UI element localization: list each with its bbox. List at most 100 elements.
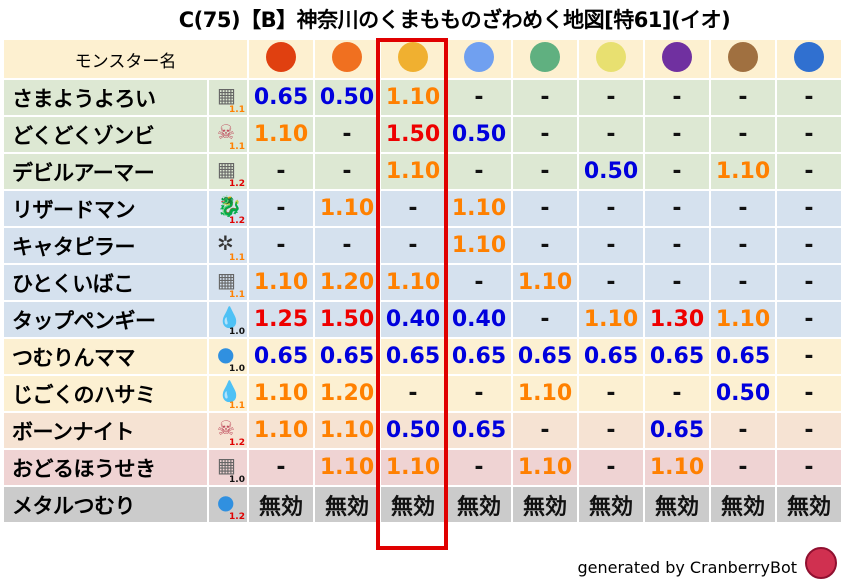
resistance-value: 0.50 <box>577 152 645 191</box>
resistance-value: - <box>709 448 777 487</box>
resistance-value: 無効 <box>247 485 315 524</box>
resistance-value: - <box>577 115 645 154</box>
resistance-value: - <box>643 152 711 191</box>
resistance-value: 1.10 <box>709 300 777 339</box>
element-header <box>247 38 315 80</box>
resistance-value: - <box>247 152 315 191</box>
monster-name: さまようよろい <box>2 78 209 117</box>
resistance-value: - <box>709 115 777 154</box>
resistance-value: - <box>247 448 315 487</box>
resistance-value: 1.10 <box>379 263 447 302</box>
table-row: リザードマン 🐉 1.2-1.10-1.10- - - - - <box>2 189 843 228</box>
resistance-value: 1.10 <box>313 448 381 487</box>
mera-fireball-icon <box>266 41 296 72</box>
slime-icon: ● <box>217 342 235 366</box>
resistance-value: - <box>379 226 447 265</box>
page-title: C(75)【B】神奈川のくまもものざわめく地図[特61](イオ) <box>178 8 731 32</box>
resistance-value: - <box>775 411 843 450</box>
table-row: ひとくいばこ ▦ 1.1 1.10 1.20 1.10-1.10- - - - <box>2 263 843 302</box>
resistance-value: - <box>379 374 447 413</box>
element-header <box>313 38 381 80</box>
water-drop-icon: 💧 <box>217 305 242 329</box>
resistance-value: 0.65 <box>313 337 381 376</box>
resistance-value: - <box>445 263 513 302</box>
resistance-value: 0.50 <box>445 115 513 154</box>
resistance-value: 無効 <box>643 485 711 524</box>
resistance-value: 1.10 <box>247 115 315 154</box>
resistance-value: - <box>709 263 777 302</box>
resistance-value: 1.25 <box>247 300 315 339</box>
monster-name: つむりんママ <box>2 337 209 376</box>
multiplier-badge: 1.1 <box>229 401 245 411</box>
brick-wall-icon: ▦ <box>217 453 236 477</box>
resistance-value: - <box>511 226 579 265</box>
resistance-value: 1.10 <box>313 189 381 228</box>
monster-name: じごくのハサミ <box>2 374 209 413</box>
resistance-value: 0.50 <box>313 78 381 117</box>
resistance-value: 1.10 <box>313 411 381 450</box>
resistance-value: - <box>445 374 513 413</box>
table-row: タップペンギー 💧 1.0 1.25 1.50 0.40 0.40-1.10 1.30 1.10… <box>2 300 843 339</box>
resistance-value: - <box>643 374 711 413</box>
resistance-value: - <box>247 189 315 228</box>
table-row: メタルつむり ● 1.2 無効 無効 無効 無効 無効 無効 無効 無効 無効 <box>2 485 843 524</box>
table-row: つむりんママ ● 1.0 0.65 0.65 0.65 0.65 0.65 0.65 0.65 0.… <box>2 337 843 376</box>
multiplier-badge: 1.1 <box>229 142 245 152</box>
multiplier-badge: 1.2 <box>229 179 245 189</box>
resistance-value: 無効 <box>379 485 447 524</box>
brick-wall-icon: ▦ <box>217 268 236 292</box>
resistance-value: - <box>775 263 843 302</box>
resistance-value: 1.10 <box>247 263 315 302</box>
resistance-value: 1.10 <box>445 189 513 228</box>
table-row: おどるほうせき ▦ 1.0-1.10 1.10-1.10-1.10- - <box>2 448 843 487</box>
bagi-tornado-icon <box>530 41 560 72</box>
monster-name-header: モンスター名 <box>2 38 249 80</box>
resistance-value: - <box>511 115 579 154</box>
monster-name: デビルアーマー <box>2 152 209 191</box>
resistance-value: 無効 <box>313 485 381 524</box>
resistance-value: - <box>313 152 381 191</box>
resistance-value: - <box>643 115 711 154</box>
table-row: じごくのハサミ 💧 1.1 1.10 1.20- -1.10- -0.50- <box>2 374 843 413</box>
resistance-value: 0.65 <box>247 78 315 117</box>
resistance-value: - <box>775 300 843 339</box>
resistance-value: - <box>643 189 711 228</box>
monster-name: キャタピラー <box>2 226 209 265</box>
resistance-value: - <box>577 226 645 265</box>
resistance-value: 0.65 <box>445 337 513 376</box>
resistance-value: - <box>445 78 513 117</box>
multiplier-badge: 1.1 <box>229 105 245 115</box>
table-row: さまようよろい ▦ 1.1 0.65 0.50 1.10- - - - - - <box>2 78 843 117</box>
footer-credit: generated by CranberryBot <box>577 558 797 577</box>
resistance-value: 1.10 <box>247 411 315 450</box>
element-header <box>445 38 513 80</box>
resistance-value: 1.50 <box>379 115 447 154</box>
multiplier-badge: 1.1 <box>229 253 245 263</box>
resistance-value: - <box>775 374 843 413</box>
resistance-value: - <box>577 189 645 228</box>
monster-name: おどるほうせき <box>2 448 209 487</box>
resistance-value: - <box>643 263 711 302</box>
brick-wall-icon: ▦ <box>217 83 236 107</box>
resistance-value: 0.50 <box>379 411 447 450</box>
resistance-value: - <box>379 189 447 228</box>
resistance-value: 0.65 <box>247 337 315 376</box>
resistance-value: - <box>775 189 843 228</box>
resistance-value: - <box>577 78 645 117</box>
monster-name: メタルつむり <box>2 485 209 524</box>
resistance-value: - <box>511 411 579 450</box>
gira-flame-icon <box>332 41 362 72</box>
multiplier-badge: 1.1 <box>229 290 245 300</box>
resistance-table: モンスター名 さまようよろい ▦ 1.1 0.65 0.50 1.10- - - - - - どくどく… <box>2 38 843 524</box>
insect-icon: ✲ <box>217 231 234 255</box>
skull-icon: ☠ <box>217 120 235 144</box>
resistance-value: 1.10 <box>643 448 711 487</box>
element-header <box>577 38 645 80</box>
resistance-value: - <box>775 115 843 154</box>
multiplier-badge: 1.0 <box>229 364 245 374</box>
resistance-value: 0.65 <box>511 337 579 376</box>
resistance-value: - <box>577 411 645 450</box>
resistance-value: 1.20 <box>313 263 381 302</box>
multiplier-badge: 1.0 <box>229 475 245 485</box>
resistance-value: 1.30 <box>643 300 711 339</box>
